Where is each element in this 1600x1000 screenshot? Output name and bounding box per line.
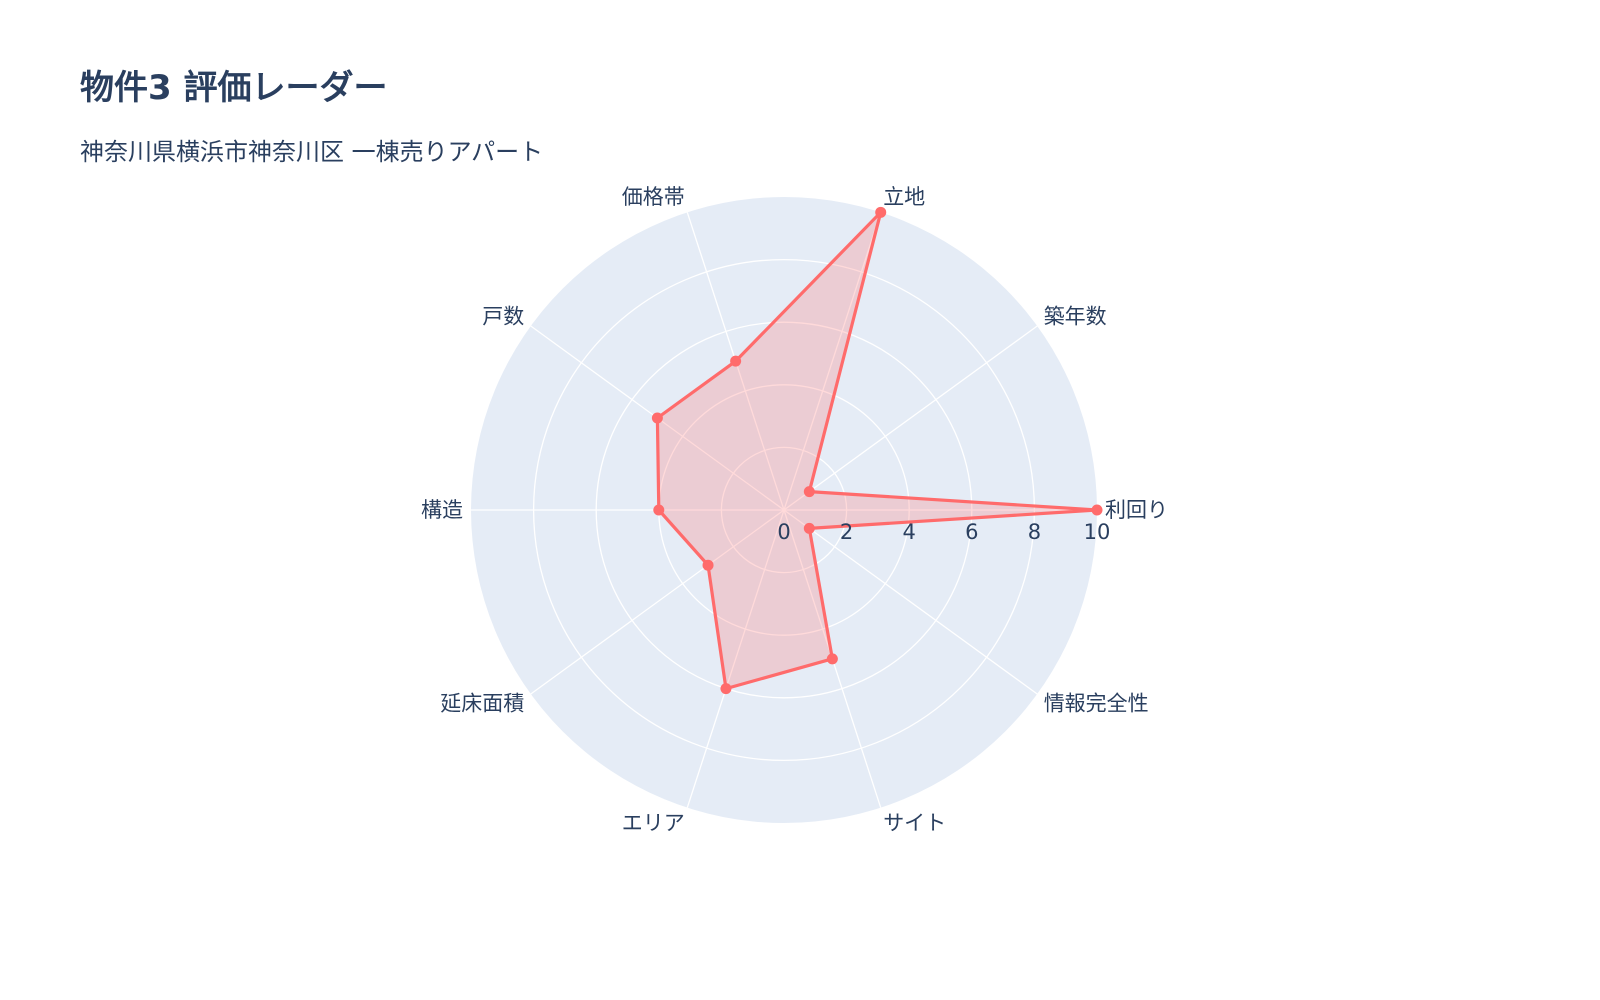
data-point-8 xyxy=(826,653,838,665)
axis-label: 価格帯 xyxy=(622,185,685,209)
angular-gridline xyxy=(783,212,882,511)
radial-tick-label: 4 xyxy=(903,520,916,544)
axis-label: 戸数 xyxy=(482,305,524,329)
data-point-3 xyxy=(730,355,742,367)
angular-gridline xyxy=(783,325,1038,511)
axis-label: 情報完全性 xyxy=(1044,691,1149,715)
data-point-2 xyxy=(875,206,887,218)
chart-title: 物件3 評価レーダー xyxy=(80,68,388,108)
radial-tick-label: 10 xyxy=(1084,520,1111,544)
data-point-9 xyxy=(803,522,815,534)
axis-label: 立地 xyxy=(883,185,925,209)
angular-gridline xyxy=(686,509,785,808)
axis-label: エリア xyxy=(622,811,685,835)
radial-tick-label: 0 xyxy=(777,520,790,544)
axis-label: 築年数 xyxy=(1044,305,1107,329)
data-point-7 xyxy=(720,683,732,695)
radial-tick-label: 6 xyxy=(965,520,978,544)
radial-tick-label: 2 xyxy=(840,520,853,544)
data-point-1 xyxy=(803,486,815,498)
data-point-5 xyxy=(653,504,665,516)
angular-gridline xyxy=(783,509,1038,695)
data-point-6 xyxy=(702,559,714,571)
axis-label: サイト xyxy=(883,811,946,835)
axis-label: 構造 xyxy=(421,498,463,522)
data-point-4 xyxy=(651,412,663,424)
angular-gridline xyxy=(530,509,785,695)
axis-label: 利回り xyxy=(1105,498,1168,522)
chart-subtitle: 神奈川県横浜市神奈川区 一棟売りアパート xyxy=(80,138,544,166)
data-point-0 xyxy=(1091,504,1103,516)
axis-label: 延床面積 xyxy=(440,691,524,715)
radial-tick-label: 8 xyxy=(1028,520,1041,544)
